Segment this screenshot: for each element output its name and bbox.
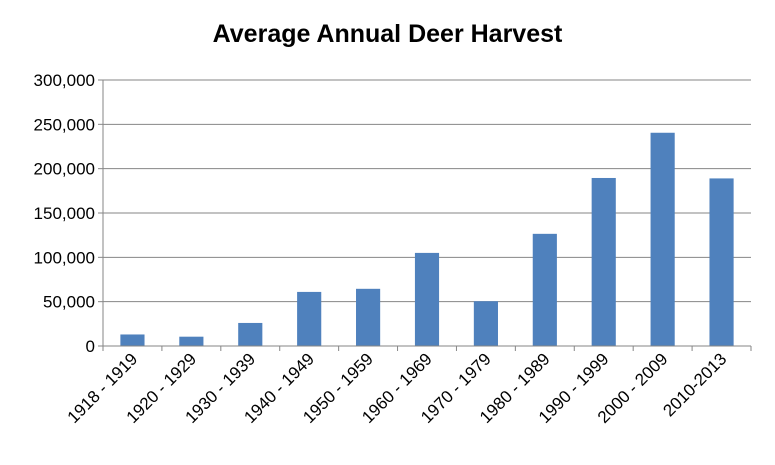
y-tick-label: 0	[86, 337, 95, 356]
bar	[297, 291, 322, 346]
x-tick-label: 2010-2013	[659, 349, 730, 420]
bars	[120, 132, 734, 346]
bar	[414, 252, 440, 346]
y-tick-label: 300,000	[34, 71, 95, 90]
axes	[98, 79, 752, 351]
bar	[532, 233, 557, 346]
bar	[120, 334, 145, 346]
bar	[179, 336, 204, 346]
y-tick-label: 150,000	[34, 204, 95, 223]
y-tick-labels: 0 50,000 100,000 150,000 200,000 250,000 300,0…	[34, 71, 95, 356]
bar	[709, 178, 734, 346]
bar	[238, 322, 263, 346]
y-tick-label: 250,000	[34, 115, 95, 134]
y-tick-label: 200,000	[34, 160, 95, 179]
chart-title: Average Annual Deer Harvest	[212, 20, 563, 48]
bar	[473, 301, 498, 346]
y-tick-label: 50,000	[43, 293, 95, 312]
bar	[650, 132, 675, 346]
bar	[591, 177, 616, 346]
y-tick-label: 100,000	[34, 248, 95, 267]
bar	[356, 288, 381, 346]
